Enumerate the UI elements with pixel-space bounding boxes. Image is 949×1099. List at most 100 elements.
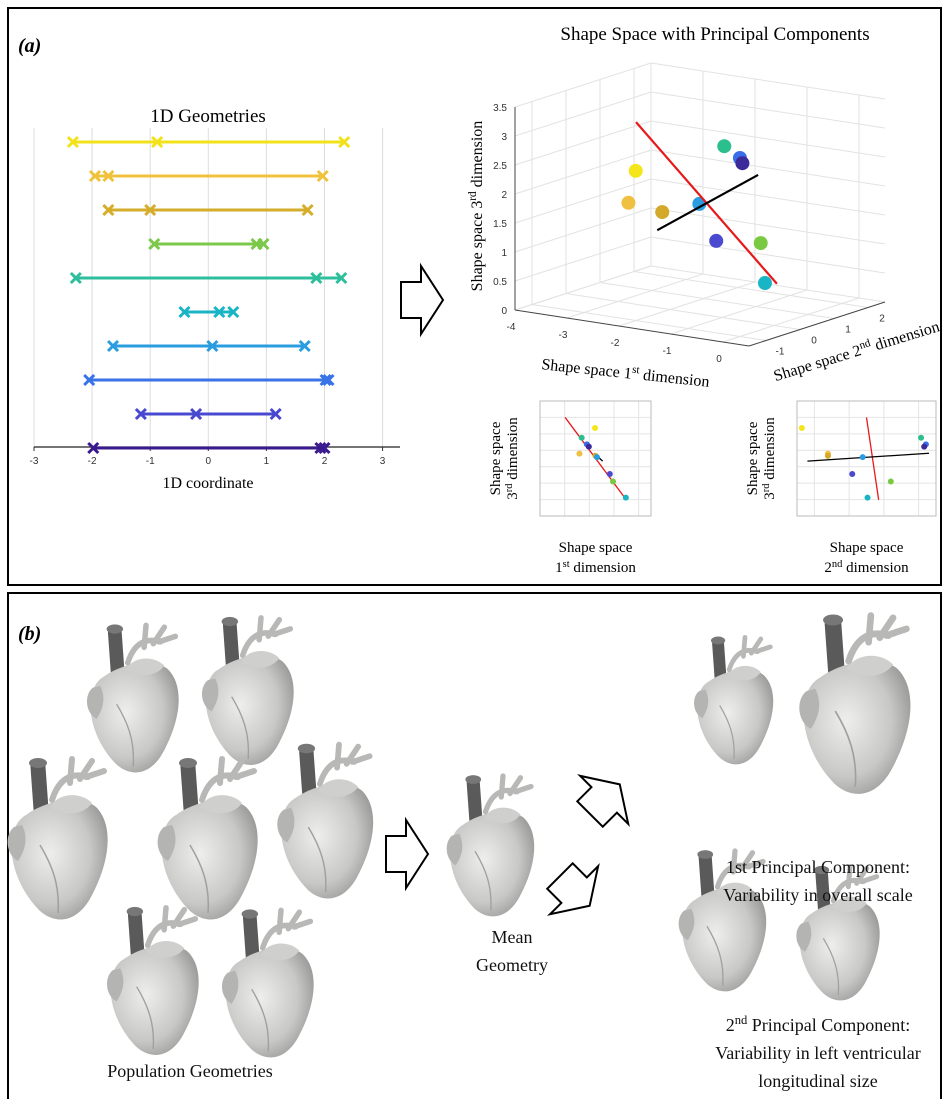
- label-part: Shape space: [488, 421, 504, 495]
- chart-title: 1D Geometries: [150, 106, 266, 127]
- caption: Mean: [492, 927, 533, 947]
- data-point: [754, 236, 768, 250]
- label-part: longitudinal size: [758, 1071, 877, 1091]
- x-tick-label: -3: [559, 330, 568, 341]
- superscript: st: [563, 559, 570, 570]
- label-part: 2: [824, 560, 832, 576]
- x-tick-label: -3: [30, 456, 39, 467]
- x-tick-label: 1: [264, 456, 270, 467]
- data-point: [629, 164, 643, 178]
- grid-line: [515, 92, 651, 136]
- data-point: [586, 444, 592, 450]
- z-tick-label: 1: [501, 248, 507, 259]
- label-part: dimension: [469, 121, 486, 192]
- grid-line: [515, 121, 651, 165]
- grid-line: [651, 92, 885, 128]
- label-part: Shape space 3: [469, 201, 486, 292]
- x-tick-label: -2: [88, 456, 97, 467]
- arrow: [566, 760, 644, 838]
- chart-title: Shape Space with Principal Components: [560, 24, 869, 45]
- heart-model: [158, 758, 258, 919]
- caption: Variability in left ventricular: [715, 1043, 920, 1063]
- label-part: 2: [726, 1015, 735, 1035]
- label-part: 3: [762, 492, 778, 500]
- data-point: [888, 479, 894, 485]
- data-point: [579, 435, 585, 441]
- label-part: dimension: [842, 560, 909, 576]
- grid-line: [651, 121, 885, 157]
- y-axis-label: Shape space 2nd dimension: [771, 316, 942, 385]
- grid-line: [634, 272, 868, 308]
- data-point: [860, 454, 866, 460]
- caption: 2nd Principal Component:: [726, 1013, 911, 1035]
- data-point: [717, 139, 731, 153]
- x-axis: [515, 310, 749, 346]
- arrow: [401, 266, 443, 334]
- label-part: Shape space 2: [772, 342, 864, 385]
- grid-line: [515, 63, 651, 107]
- heart-model: [87, 624, 179, 772]
- data-point: [758, 276, 772, 290]
- data-point: [610, 479, 616, 485]
- caption: Geometry: [476, 955, 548, 975]
- z-tick-label: 1.5: [493, 219, 507, 230]
- data-point: [655, 205, 669, 219]
- data-point: [623, 495, 629, 501]
- heart-model: [8, 758, 108, 919]
- data-point: [735, 156, 749, 170]
- heart-model: [222, 909, 314, 1057]
- arrow: [536, 852, 614, 930]
- caption: Population Geometries: [107, 1061, 272, 1081]
- heart-models: [8, 614, 911, 1057]
- figure: (a) (b) 1D Geometries-3-2-101231D coordi…: [0, 0, 949, 1099]
- x-axis-label: Shape space: [559, 540, 633, 556]
- x-tick-label: 0: [716, 354, 722, 365]
- x-tick-label: -2: [611, 338, 620, 349]
- data-point: [825, 453, 831, 459]
- data-point: [921, 444, 927, 450]
- y-axis-label: 3rd dimension: [761, 417, 779, 500]
- x-axis-label: 1st dimension: [555, 559, 636, 577]
- data-point: [709, 234, 723, 248]
- x-axis-label: Shape space: [830, 540, 904, 556]
- data-point: [621, 196, 635, 210]
- grid-line: [515, 208, 651, 252]
- z-tick-label: 2.5: [493, 161, 507, 172]
- z-tick-label: 2: [501, 190, 507, 201]
- data-point: [849, 471, 855, 477]
- data-point: [607, 471, 613, 477]
- heart-model: [799, 614, 910, 793]
- grid-line: [600, 283, 834, 319]
- grid-line: [566, 294, 800, 330]
- label-part: Shape space: [559, 540, 633, 556]
- panel-a-frame: [8, 8, 941, 585]
- superscript: nd: [735, 1013, 748, 1027]
- x-tick-label: 3: [380, 456, 386, 467]
- x-tick-label: 2: [322, 456, 328, 467]
- y-axis-label: Shape space: [745, 421, 761, 495]
- x-tick-label: -1: [663, 346, 672, 357]
- label-part: dimension: [762, 417, 778, 484]
- data-point: [576, 451, 582, 457]
- x-axis-label: 2nd dimension: [824, 559, 909, 577]
- x-tick-label: -4: [507, 322, 516, 333]
- data-point: [918, 435, 924, 441]
- label-part: dimension: [570, 560, 637, 576]
- arrow: [386, 820, 428, 888]
- label-part: Shape space: [745, 421, 761, 495]
- superscript: rd: [467, 191, 479, 201]
- data-point: [594, 454, 600, 460]
- z-tick-label: 0: [501, 306, 507, 317]
- z-tick-label: 0.5: [493, 277, 507, 288]
- heart-model: [277, 744, 373, 899]
- heart-model: [694, 637, 773, 765]
- principal-component: [867, 417, 879, 499]
- data-point: [865, 495, 871, 501]
- grid-line: [651, 237, 885, 273]
- y-axis-label: Shape space: [488, 421, 504, 495]
- label-part: dimension: [505, 417, 521, 484]
- label-part: 1: [555, 560, 563, 576]
- heart-model: [107, 907, 199, 1055]
- label-part: Variability in left ventricular: [715, 1043, 920, 1063]
- y-tick-label: 2: [879, 314, 885, 325]
